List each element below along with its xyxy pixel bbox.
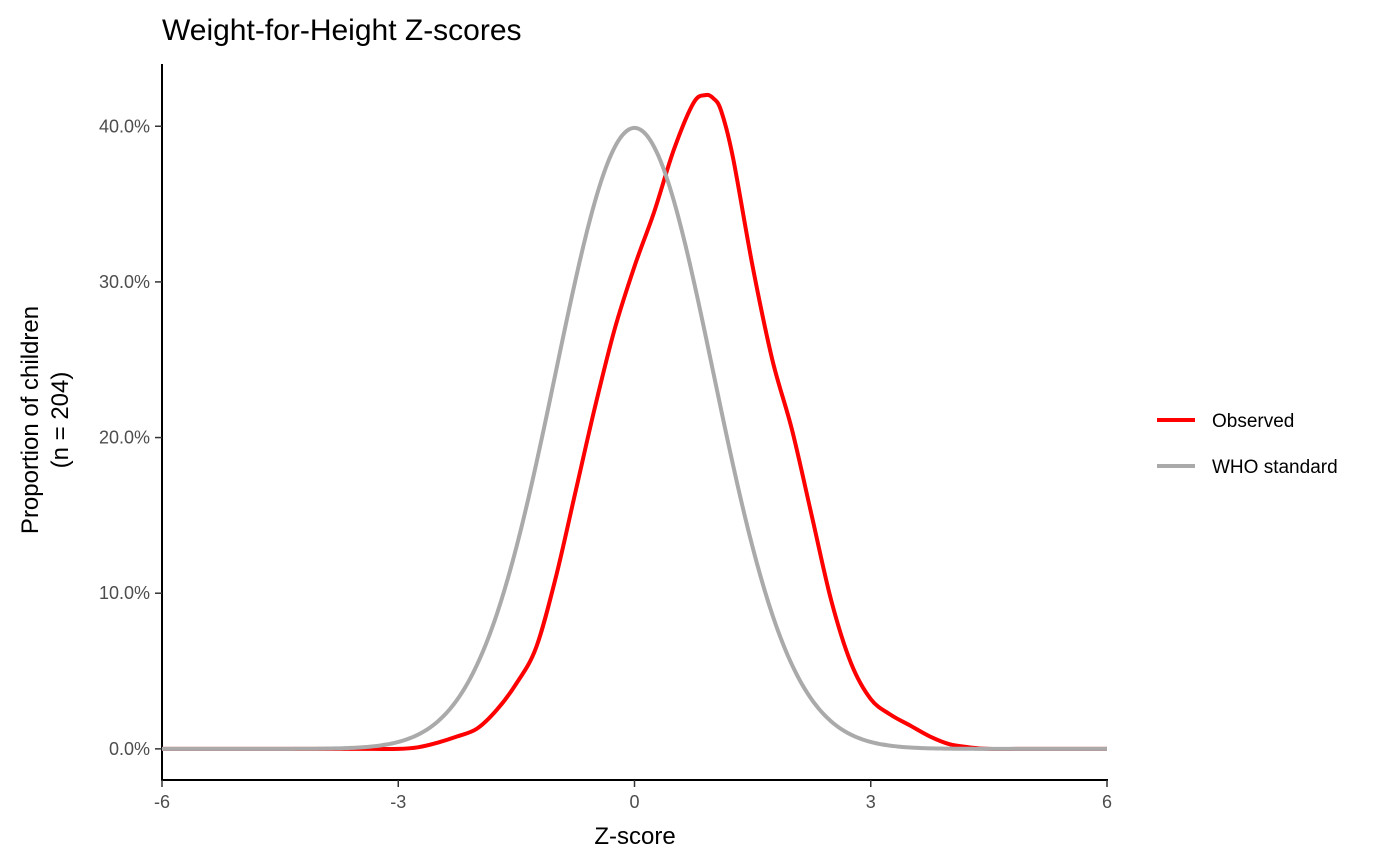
legend-label-observed: Observed xyxy=(1212,411,1294,432)
x-tick-label: 3 xyxy=(866,792,876,812)
x-axis-title: Z-score xyxy=(594,823,675,850)
y-axis-title-line2: (n = 204) xyxy=(47,372,74,469)
x-tick-label: -6 xyxy=(154,792,170,812)
y-axis-title-line1: Proportion of children xyxy=(17,306,44,534)
x-tick-label: -3 xyxy=(390,792,406,812)
series-layer xyxy=(162,92,1107,751)
legend: Observed WHO standard xyxy=(1157,411,1338,478)
y-axis-ticks: 0.0% 10.0% 20.0% 30.0% 40.0% xyxy=(99,116,162,759)
x-axis-ticks: -6 -3 0 3 6 xyxy=(154,780,1112,812)
who-standard-line xyxy=(162,125,1107,751)
y-tick-label: 20.0% xyxy=(99,428,150,448)
observed-line xyxy=(162,92,1107,751)
y-tick-label: 0.0% xyxy=(109,739,150,759)
y-axis-title: Proportion of children (n = 204) xyxy=(17,306,74,534)
chart-title: Weight-for-Height Z-scores xyxy=(162,14,522,47)
x-tick-label: 6 xyxy=(1102,792,1112,812)
x-tick-label: 0 xyxy=(629,792,639,812)
y-tick-label: 30.0% xyxy=(99,272,150,292)
legend-label-who-standard: WHO standard xyxy=(1212,457,1338,478)
y-tick-label: 10.0% xyxy=(99,583,150,603)
y-tick-label: 40.0% xyxy=(99,116,150,136)
